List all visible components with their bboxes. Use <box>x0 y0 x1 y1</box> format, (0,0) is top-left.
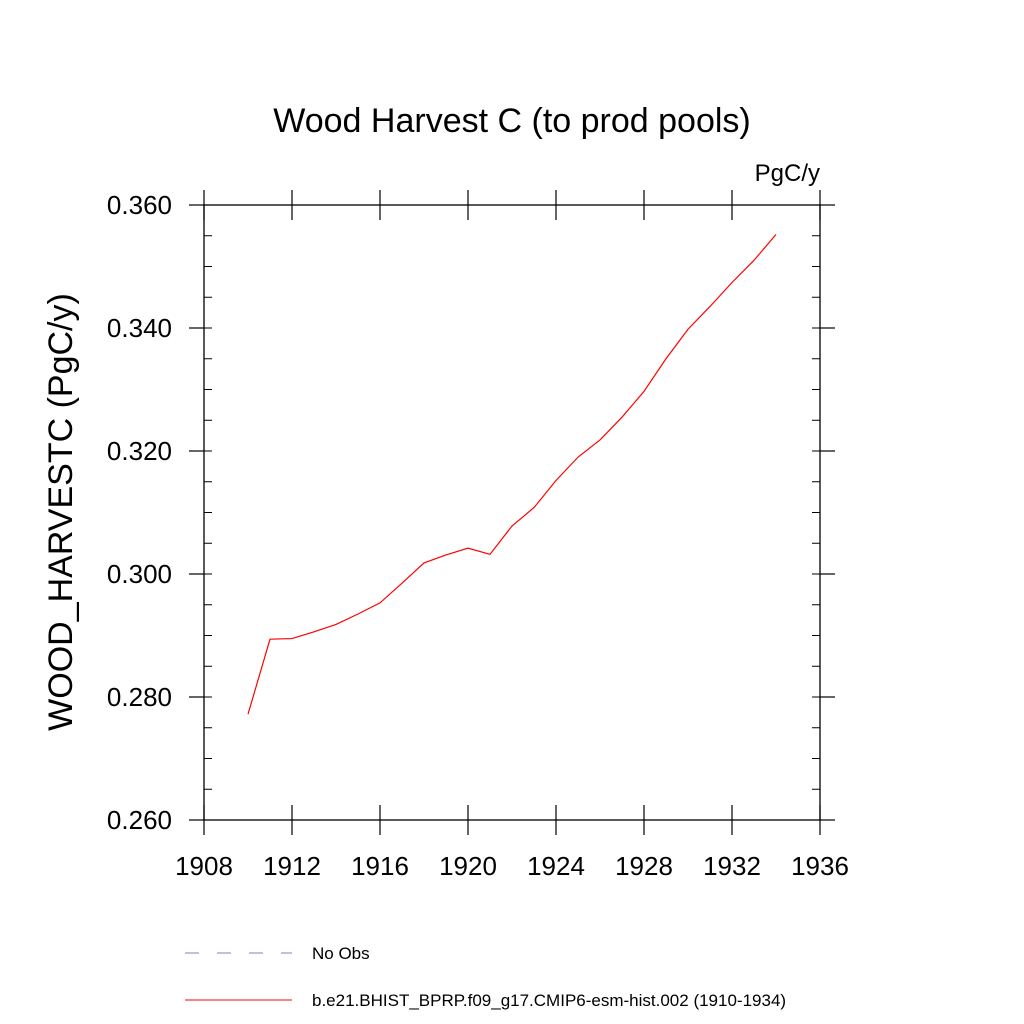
series-line <box>247 234 777 715</box>
x-tick-label: 1928 <box>615 851 673 881</box>
units-label: PgC/y <box>755 160 820 187</box>
y-tick-label: 0.360 <box>107 190 172 220</box>
plot-frame <box>203 204 821 821</box>
chart-title: Wood Harvest C (to prod pools) <box>273 102 750 140</box>
x-tick-label: 1908 <box>175 851 233 881</box>
y-tick-label: 0.320 <box>107 436 172 466</box>
y-tick-label: 0.280 <box>107 682 172 712</box>
x-tick-label: 1924 <box>527 851 585 881</box>
legend-label: No Obs <box>312 944 370 963</box>
y-tick-label: 0.340 <box>107 313 172 343</box>
x-tick-label: 1920 <box>439 851 497 881</box>
x-tick-label: 1912 <box>263 851 321 881</box>
series-lines <box>247 234 777 715</box>
legend: No Obs b.e21.BHIST_BPRP.f09_g17.CMIP6-esm… <box>185 944 786 1010</box>
y-tick-label: 0.300 <box>107 559 172 589</box>
x-tick-label: 1916 <box>351 851 409 881</box>
legend-label: b.e21.BHIST_BPRP.f09_g17.CMIP6-esm-hist.… <box>312 991 786 1010</box>
axis-ticks <box>189 190 835 835</box>
tick-labels: 1908 1912 1916 1920 1924 1928 1932 1936 0.260 0.2… <box>107 190 849 881</box>
y-tick-label: 0.260 <box>107 805 172 835</box>
x-tick-label: 1932 <box>703 851 761 881</box>
y-axis-label: WOOD_HARVESTC (PgC/y) <box>42 293 80 731</box>
x-tick-label: 1936 <box>791 851 849 881</box>
